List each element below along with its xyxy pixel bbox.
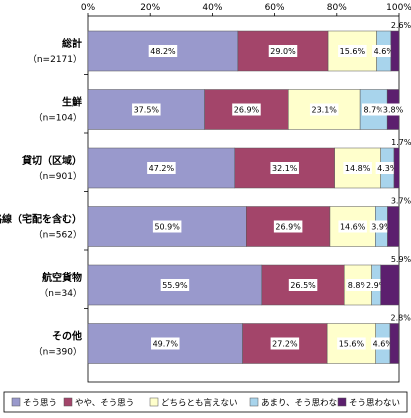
category-label: 航空貨物 xyxy=(42,271,82,284)
value-label-box xyxy=(152,220,182,233)
category-sublabel: （n=34） xyxy=(39,288,82,299)
category-sublabel: （n=2171） xyxy=(28,54,82,65)
value-label: 2.9% xyxy=(366,281,387,290)
value-label: 48.2% xyxy=(150,47,176,56)
value-label: 27.2% xyxy=(272,340,298,349)
value-label: 15.6% xyxy=(340,47,366,56)
bar-segment xyxy=(380,264,400,306)
category-sublabel: （n=562） xyxy=(34,230,82,241)
value-label: 49.7% xyxy=(153,340,179,349)
value-label-box xyxy=(372,45,396,57)
category-label: 貸切（区域） xyxy=(21,154,82,167)
x-tick-label: 40% xyxy=(202,3,222,13)
legend-label: やや、そう思う xyxy=(75,399,134,409)
value-label: 4.3% xyxy=(377,164,398,173)
value-label-box xyxy=(151,337,180,350)
value-label-box xyxy=(309,103,339,116)
value-label-box xyxy=(288,279,318,291)
bar-segment xyxy=(387,206,400,247)
value-label: 55.9% xyxy=(162,281,188,290)
value-label-box xyxy=(381,103,405,116)
value-label: 26.9% xyxy=(234,106,260,115)
value-label-box xyxy=(268,45,298,57)
bar-segment xyxy=(393,147,400,189)
value-label-box xyxy=(148,45,178,57)
category-sublabel: （n=390） xyxy=(34,347,82,358)
value-label-box xyxy=(346,279,370,291)
legend-label: どちらとも言えない xyxy=(161,398,238,409)
legend-swatch xyxy=(11,397,21,407)
value-label: 3.8% xyxy=(383,106,404,115)
bar-segment xyxy=(389,323,399,364)
value-label: 14.8% xyxy=(345,164,371,173)
value-label: 4.6% xyxy=(374,47,395,56)
legend-label: そう思う xyxy=(23,399,57,409)
x-tick-label: 0% xyxy=(81,3,96,13)
legend-box xyxy=(3,391,408,413)
category-label: その他 xyxy=(52,330,82,343)
value-label: 8.7% xyxy=(363,106,384,115)
value-label: 32.1% xyxy=(272,164,298,173)
legend-swatch xyxy=(63,397,73,407)
value-label: 37.5% xyxy=(134,106,160,115)
value-label-box xyxy=(160,279,190,291)
plot-frame xyxy=(87,15,400,383)
category-label: 路線（宅配を含む） xyxy=(0,213,82,226)
value-label: 50.9% xyxy=(154,223,180,232)
category-sublabel: （n=104） xyxy=(34,113,82,124)
value-label-box xyxy=(270,162,299,174)
legend-swatch xyxy=(249,397,259,407)
value-label-box xyxy=(371,337,395,350)
value-label-box xyxy=(270,337,300,350)
value-label: 15.6% xyxy=(339,340,365,349)
category-label: 総計 xyxy=(62,37,82,50)
value-label: 26.5% xyxy=(290,281,316,290)
value-label-box xyxy=(273,220,303,233)
value-label-box xyxy=(337,337,366,350)
value-label: 29.0% xyxy=(270,47,296,56)
x-tick-label: 80% xyxy=(327,3,347,13)
bar-segment xyxy=(242,323,328,364)
value-label-box xyxy=(361,103,386,116)
legend-label: あまり、そう思わない xyxy=(261,399,346,409)
value-label-box xyxy=(232,103,261,116)
bar-segment xyxy=(390,30,400,72)
value-label: 3.7% xyxy=(391,197,411,206)
value-label-box xyxy=(338,45,367,57)
legend-swatch xyxy=(149,397,159,407)
category-label: 生鮮 xyxy=(62,96,82,109)
value-label-box xyxy=(338,220,367,233)
value-label: 47.2% xyxy=(149,164,175,173)
value-label: 23.1% xyxy=(311,106,337,115)
value-label: 8.8% xyxy=(348,281,369,290)
value-label: 3.9% xyxy=(371,223,392,232)
value-label-box xyxy=(375,162,400,174)
x-tick-label: 100% xyxy=(386,3,411,13)
value-label-box xyxy=(343,162,372,174)
value-label: 2.8% xyxy=(391,314,411,323)
value-label: 4.6% xyxy=(373,340,394,349)
legend-swatch xyxy=(337,397,347,407)
x-tick-label: 60% xyxy=(265,3,285,13)
value-label: 5.9% xyxy=(391,255,411,264)
value-label: 1.7% xyxy=(391,138,411,147)
value-label: 14.6% xyxy=(340,223,366,232)
value-label: 26.9% xyxy=(275,223,301,232)
x-tick-label: 20% xyxy=(140,3,160,13)
value-label-box xyxy=(147,162,176,174)
legend-label: そう思わない xyxy=(349,399,400,409)
category-sublabel: （n=901） xyxy=(34,171,82,182)
value-label: 2.6% xyxy=(391,21,411,30)
value-label-box xyxy=(132,103,161,116)
